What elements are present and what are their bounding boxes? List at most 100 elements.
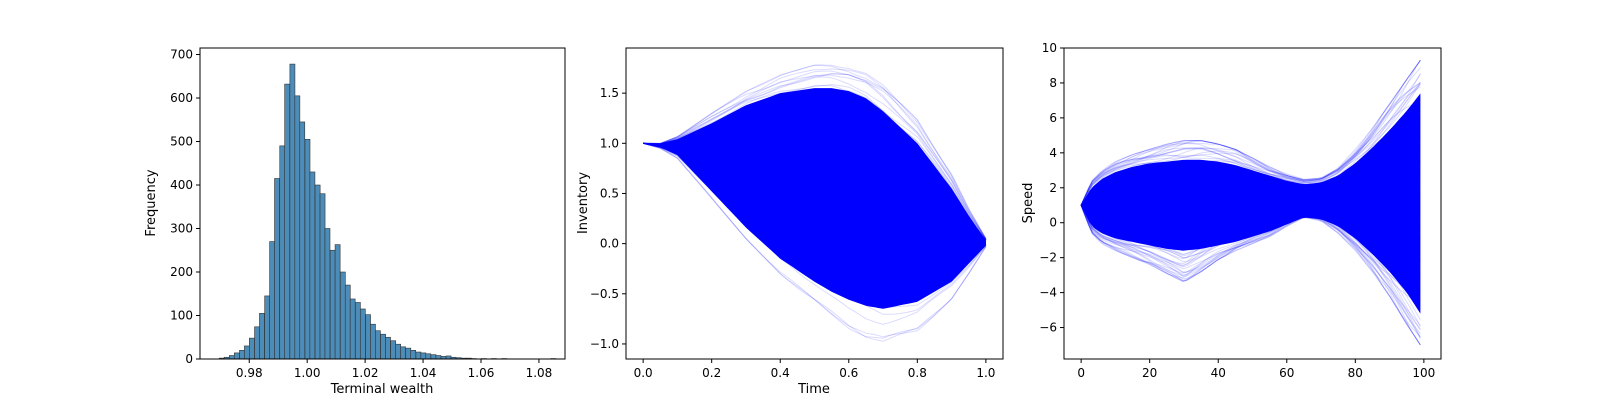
sample-path-line xyxy=(1080,138,1421,206)
sample-path-line xyxy=(1080,59,1421,206)
y-tick-label: −0.5 xyxy=(590,287,619,301)
histogram-bar xyxy=(425,353,432,359)
sample-path-line xyxy=(1080,204,1421,262)
sample-path-line xyxy=(1080,81,1421,206)
sample-path-line xyxy=(1080,125,1421,206)
sample-path-line xyxy=(1080,104,1421,206)
sample-path-line xyxy=(642,142,987,309)
sample-path-line xyxy=(643,73,987,240)
inventory-y-ticks: −1.0 −0.5 0.0 0.5 1.0 1.5 xyxy=(590,86,626,351)
y-tick-label: 8 xyxy=(1049,76,1057,90)
histogram-bar xyxy=(355,302,361,359)
sample-path-line xyxy=(1080,205,1421,337)
histogram-bar xyxy=(249,337,255,359)
sample-path-line xyxy=(1080,120,1421,206)
sample-path-line xyxy=(1080,67,1421,206)
sample-path-line xyxy=(1080,197,1421,219)
sample-path-line xyxy=(643,102,987,241)
histogram-bar xyxy=(435,355,442,359)
histogram-bar xyxy=(274,178,280,359)
sample-path-line xyxy=(643,142,987,251)
histogram-bar xyxy=(405,347,412,359)
histogram-y-axis-label: Frequency xyxy=(144,169,159,236)
histogram-bar xyxy=(294,95,301,359)
sample-path-line xyxy=(1080,204,1421,331)
sample-path-line xyxy=(1080,171,1421,206)
histogram-bar xyxy=(264,295,271,359)
histogram-bar xyxy=(229,355,235,359)
sample-path-line xyxy=(643,73,987,240)
sample-path-line xyxy=(643,142,986,244)
sample-path-line xyxy=(1080,204,1421,299)
sample-path-line xyxy=(642,142,987,265)
sample-path-line xyxy=(643,142,987,243)
sample-path-line xyxy=(1080,108,1421,206)
histogram-bar xyxy=(400,346,406,359)
y-tick-label: 100 xyxy=(170,309,193,323)
sample-path-line xyxy=(642,142,987,338)
sample-path-line xyxy=(1080,83,1421,206)
sample-path-line xyxy=(1080,202,1421,223)
sample-path-line xyxy=(643,142,987,250)
sample-path-line xyxy=(1080,82,1421,206)
sample-path-line xyxy=(1080,205,1421,327)
x-tick-label: 80 xyxy=(1348,366,1363,380)
sample-path-line xyxy=(1080,205,1421,338)
sample-path-line xyxy=(1080,132,1421,206)
x-tick-label: 100 xyxy=(1412,366,1435,380)
speed-y-axis-label: Speed xyxy=(1021,183,1036,224)
histogram-bar xyxy=(390,340,397,359)
sample-path-line xyxy=(1080,204,1421,254)
sample-path-line xyxy=(1080,115,1421,206)
histogram-bar xyxy=(254,326,260,359)
y-tick-label: 2 xyxy=(1049,181,1057,195)
sample-path-line xyxy=(1080,136,1421,206)
sample-path-line xyxy=(1080,205,1421,327)
sample-path-line xyxy=(1080,161,1421,206)
inventory-x-ticks: 0.0 0.2 0.4 0.6 0.8 1.0 xyxy=(634,359,995,380)
histogram-bar xyxy=(319,193,326,359)
sample-path-line xyxy=(1080,200,1421,241)
sample-path-line xyxy=(643,137,987,242)
histogram-bars xyxy=(218,63,557,359)
sample-path-line xyxy=(642,142,987,284)
inventory-paths xyxy=(642,64,987,342)
sample-path-line xyxy=(1080,204,1421,306)
sample-path-line xyxy=(643,142,987,250)
sample-path-line xyxy=(643,99,987,241)
sample-path-line xyxy=(643,95,987,240)
sample-path-line xyxy=(643,105,987,241)
sample-path-line xyxy=(642,142,987,315)
sample-path-line xyxy=(643,106,987,241)
sample-path-line xyxy=(642,142,987,285)
histogram-bar xyxy=(309,171,316,359)
sample-path-line xyxy=(1080,204,1421,281)
histogram-bar xyxy=(349,298,356,359)
y-tick-label: 700 xyxy=(170,48,193,62)
sample-path-line xyxy=(642,142,987,284)
sample-path-line xyxy=(643,142,987,258)
sample-path-line xyxy=(642,142,987,296)
sample-path-line xyxy=(1080,139,1421,206)
sample-path-line xyxy=(1080,59,1421,206)
sample-path-line xyxy=(1080,205,1421,346)
sample-path-line xyxy=(643,114,987,241)
histogram-y-ticks: 0 100 200 300 400 500 600 700 xyxy=(170,48,200,366)
sample-path-line xyxy=(1080,204,1421,262)
sample-path-line xyxy=(1080,204,1421,302)
sample-path-line xyxy=(1080,199,1421,231)
sample-path-line xyxy=(1080,202,1421,240)
histogram-bar xyxy=(259,313,265,359)
sample-path-line xyxy=(1080,205,1421,340)
sample-path-line xyxy=(1080,204,1421,334)
x-tick-label: 20 xyxy=(1142,366,1157,380)
sample-path-line xyxy=(1080,205,1421,330)
sample-path-line xyxy=(1080,204,1421,307)
sample-path-line xyxy=(643,131,987,242)
y-tick-label: 400 xyxy=(170,178,193,192)
sample-path-line xyxy=(642,142,987,292)
sample-path-line xyxy=(1080,197,1421,216)
x-tick-label: 1.00 xyxy=(294,366,321,380)
sample-path-line xyxy=(1080,204,1421,253)
sample-path-line xyxy=(1080,204,1421,305)
